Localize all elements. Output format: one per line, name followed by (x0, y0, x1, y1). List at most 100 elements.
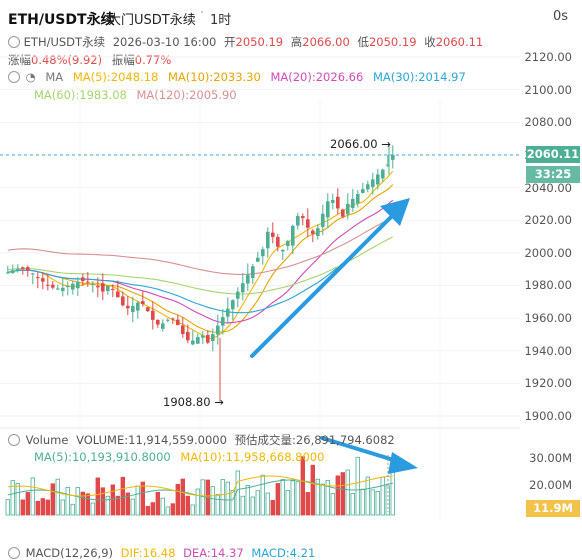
volume-value: VOLUME:11,914,559.0000 (76, 433, 227, 447)
volume-bar (355, 456, 360, 516)
volume-bar (165, 506, 170, 516)
volume-bar (305, 492, 310, 516)
volume-bar (160, 497, 165, 516)
candle-body (201, 335, 205, 338)
collapse-icon[interactable] (8, 36, 20, 48)
volume-bar (380, 476, 385, 516)
candle-body (61, 287, 65, 292)
macd-label: MACD(12,26,9) (25, 546, 113, 560)
volume-bar (155, 491, 160, 516)
volume-bar (220, 479, 225, 516)
candle-body (321, 213, 325, 228)
candle-body (151, 310, 155, 320)
candle-body (371, 179, 375, 188)
high-annotation: 2066.00 → (330, 137, 391, 151)
volume-bar (345, 469, 350, 516)
candle-body (101, 283, 105, 292)
volume-bar (170, 503, 175, 516)
candle-body (141, 301, 145, 305)
eye-icon[interactable]: ◔ (25, 70, 36, 84)
candle-body (196, 337, 200, 344)
high-label: 高 (290, 35, 303, 49)
volume-bar (55, 478, 60, 516)
candle-body (186, 331, 190, 341)
macd-dea: DEA:14.37 (183, 546, 244, 560)
volume-bar (135, 485, 140, 516)
low-label: 低 (357, 35, 369, 49)
volume-bar (390, 466, 395, 516)
volume-bar (310, 464, 315, 516)
volume-bar (20, 499, 25, 516)
ma-line (7, 216, 394, 275)
price-axis-label: 2100.00 (524, 82, 572, 97)
candle-body (361, 189, 365, 193)
volume-axis-30m: 30.00M (529, 451, 572, 465)
candle-body (161, 323, 165, 329)
ma20-value: MA(20):2026.66 (270, 70, 364, 84)
candle-body (216, 325, 220, 335)
trend-arrow (250, 198, 410, 358)
candle-body (6, 272, 10, 274)
candle-body (191, 340, 195, 345)
volume-bar (265, 492, 270, 516)
timeframe-selector[interactable]: 1时 (210, 13, 232, 28)
volume-bar (195, 488, 200, 516)
volume-bar (285, 490, 290, 516)
candle-body (36, 277, 40, 279)
candle-body (111, 288, 115, 290)
collapse-icon[interactable] (8, 71, 20, 83)
last-price-tag: 2060.11 (526, 146, 580, 163)
volume-bars (5, 456, 395, 516)
volume-bar (120, 476, 125, 516)
collapse-icon[interactable] (8, 434, 20, 446)
volume-bar (240, 495, 245, 516)
candle-body (106, 286, 110, 291)
volume-bar (80, 491, 85, 516)
volume-bar (225, 481, 230, 516)
volume-bar (260, 474, 265, 516)
volume-bar (10, 480, 15, 516)
ma-line (7, 217, 394, 314)
chart-header: ETH/USDT永续 大门USDT永续 · 1时 0s (0, 0, 582, 34)
volume-bar (255, 490, 260, 516)
volume-bar (330, 493, 335, 516)
volume-bar (145, 505, 150, 516)
price-axis-label: 2040.00 (524, 180, 572, 195)
macd-legend: MACD(12,26,9) DIF:16.48 DEA:14.37 MACD:4… (8, 546, 315, 560)
ma-line (7, 184, 394, 333)
volume-trend-arrow (320, 436, 418, 474)
open-value: 2050.19 (235, 35, 284, 49)
candle-body (86, 281, 90, 283)
candle-body (236, 291, 240, 299)
macd-value: MACD:4.21 (251, 546, 316, 560)
price-axis-label: 2000.00 (524, 245, 572, 260)
collapse-icon[interactable] (8, 547, 20, 559)
volume-bar (365, 476, 370, 516)
candle-body (376, 174, 380, 185)
volume-bar (150, 502, 155, 516)
volume-bar (45, 499, 50, 516)
candle-body (231, 300, 235, 310)
price-axis-label: 1940.00 (524, 343, 572, 358)
candle-body (206, 335, 210, 343)
volume-bar (375, 490, 380, 516)
price-axis-label: 1900.00 (524, 409, 572, 424)
volume-bar (190, 504, 195, 516)
volume-bar (110, 484, 115, 516)
price-axis-label: 2080.00 (524, 115, 572, 130)
volume-bar (245, 485, 250, 516)
volume-title: Volume (25, 433, 69, 447)
candle-countdown-tag: 33:25 (526, 166, 580, 183)
candle-body (271, 232, 275, 237)
volume-bar (25, 491, 30, 516)
candle-body (131, 305, 135, 313)
candle-body (96, 286, 100, 288)
candle-body (351, 198, 355, 208)
candle-body (16, 268, 20, 270)
price-axis-label: 1960.00 (524, 311, 572, 326)
ma120-value: MA(120):2005.90 (136, 88, 237, 102)
exchange-title[interactable]: 大门USDT永续 (108, 13, 196, 28)
symbol-title[interactable]: ETH/USDT永续 (8, 12, 115, 28)
vol-ma5-value: MA(5):10,193,910.8000 (34, 450, 171, 464)
